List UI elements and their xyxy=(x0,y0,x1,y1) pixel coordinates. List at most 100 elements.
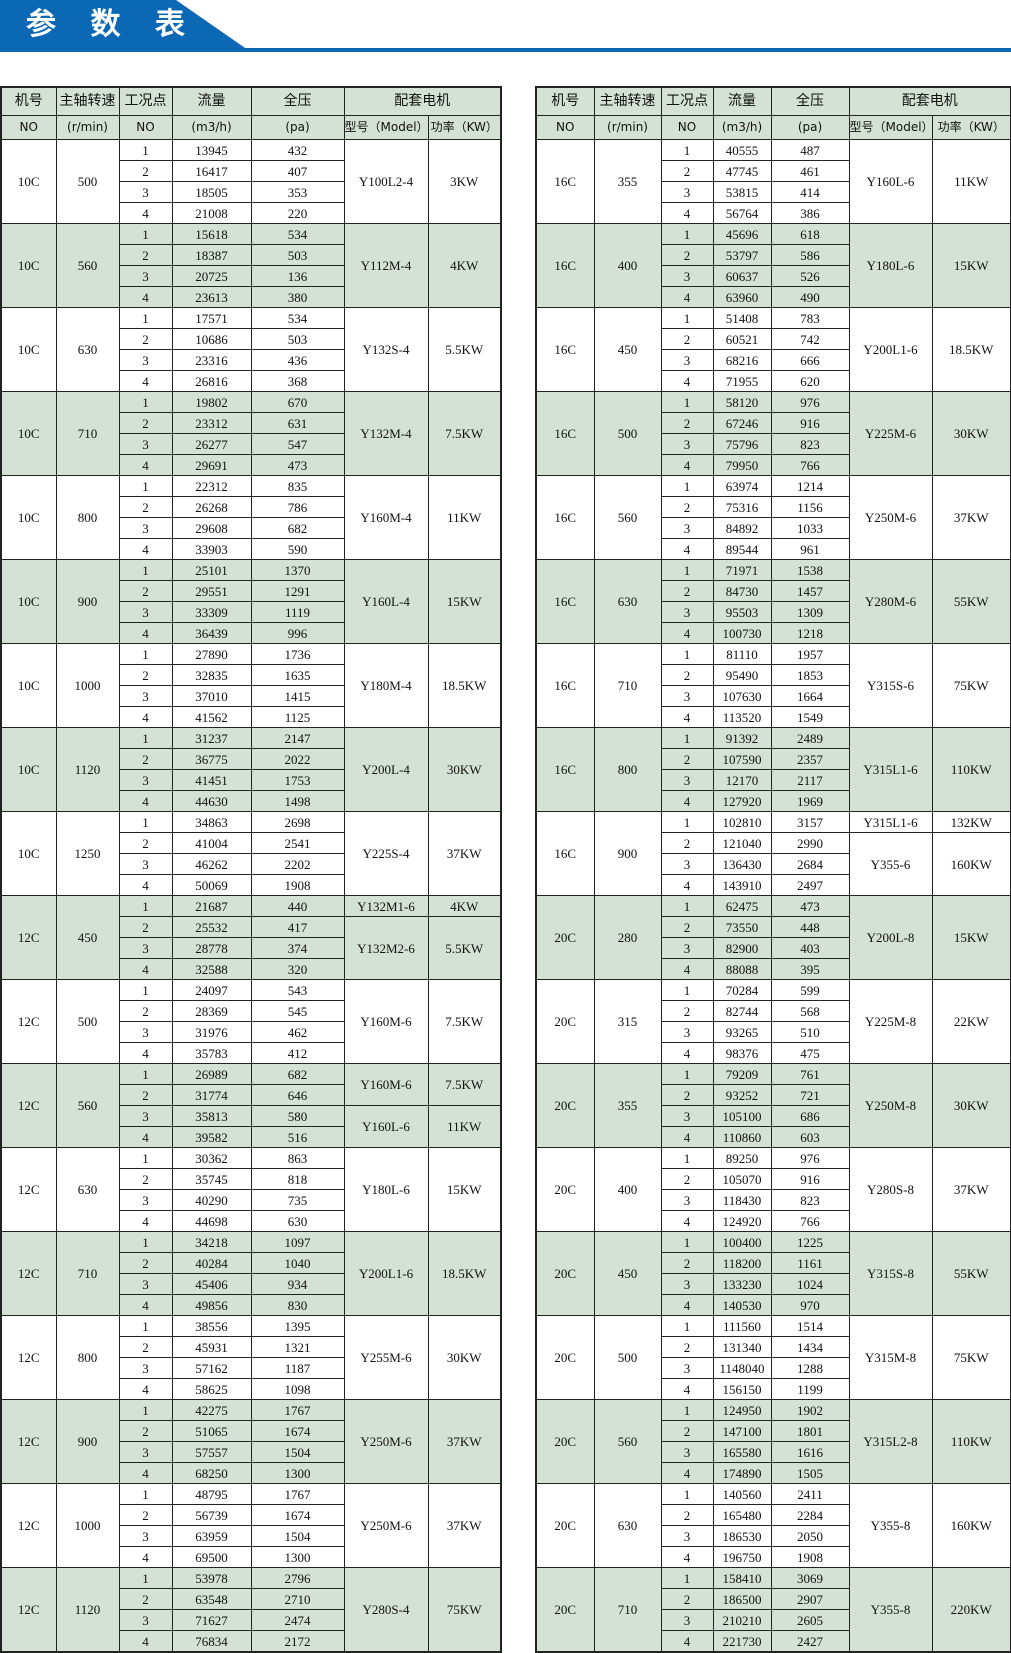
pressure-cell: 545 xyxy=(250,1000,345,1022)
pressure-cell: 1549 xyxy=(770,706,850,728)
flow-cell: 26277 xyxy=(171,433,252,455)
point-no-cell: 1 xyxy=(660,139,714,161)
point-no-cell: 4 xyxy=(660,958,714,980)
flow-cell: 60637 xyxy=(712,265,772,287)
point-no-cell: 1 xyxy=(118,727,173,749)
motor-model-cell: Y225M-8 xyxy=(848,979,933,1064)
motor-model-cell: Y132M-4 xyxy=(343,391,429,476)
point-no-cell: 1 xyxy=(660,895,714,917)
flow-cell: 23613 xyxy=(171,286,252,308)
table-row: 3 12170 2117 xyxy=(536,769,1011,791)
flow-cell: 36439 xyxy=(171,622,252,644)
header-row: NO (r/min) NO (m3/h) (pa) 型号（Model） 功率（KW） xyxy=(0,115,502,140)
flow-cell: 113520 xyxy=(712,706,772,728)
flow-cell: 41562 xyxy=(171,706,252,728)
table-row: 2 105070 916 xyxy=(536,1168,1011,1190)
flow-cell: 33903 xyxy=(171,538,252,560)
table-row: 3 57557 1504 xyxy=(1,1441,501,1463)
point-no-cell: 1 xyxy=(660,475,714,497)
machine-no-cell: 20C xyxy=(535,1063,595,1148)
point-no-cell: 1 xyxy=(118,643,173,665)
pressure-cell: 386 xyxy=(770,202,850,224)
pressure-cell: 1321 xyxy=(250,1336,345,1358)
column-unit: NO xyxy=(118,115,173,140)
flow-cell: 127920 xyxy=(712,790,772,812)
point-no-cell: 1 xyxy=(118,1399,173,1421)
point-no-cell: 3 xyxy=(660,181,714,203)
flow-cell: 35783 xyxy=(171,1042,252,1064)
pressure-cell: 2117 xyxy=(770,769,850,791)
flow-cell: 31237 xyxy=(171,727,252,749)
flow-cell: 75316 xyxy=(712,496,772,518)
flow-cell: 21008 xyxy=(171,202,252,224)
pressure-cell: 432 xyxy=(250,139,345,161)
flow-cell: 118430 xyxy=(712,1189,772,1211)
table-row: 20C 630 1 140560 2411 Y355-8 160KW xyxy=(535,1483,1011,1568)
point-no-cell: 1 xyxy=(660,1147,714,1169)
pressure-cell: 380 xyxy=(250,286,345,308)
table-header: 机号 主轴转速 工况点 流量 全压 配套电机 NO (r/min) NO (m3/h) (pa) 型号… xyxy=(535,86,1011,140)
pressure-cell: 631 xyxy=(250,412,345,434)
table-row: 3 28778 374 xyxy=(1,937,501,959)
point-no-cell: 4 xyxy=(118,370,173,392)
table-row: 2 53797 586 xyxy=(536,244,1011,266)
flow-cell: 16417 xyxy=(171,160,252,182)
speed-cell: 900 xyxy=(55,559,120,644)
point-no-cell: 4 xyxy=(660,706,714,728)
point-no-cell: 3 xyxy=(118,265,173,287)
flow-cell: 23312 xyxy=(171,412,252,434)
table-row: 20C 710 1 158410 3069 Y355-8 220KW xyxy=(535,1567,1011,1653)
point-no-cell: 1 xyxy=(118,1231,173,1253)
pressure-cell: 1097 xyxy=(250,1231,345,1253)
point-no-cell: 4 xyxy=(660,1210,714,1232)
flow-cell: 100400 xyxy=(712,1231,772,1253)
point-no-cell: 2 xyxy=(118,1252,173,1274)
header-row: 机号 主轴转速 工况点 流量 全压 配套电机 xyxy=(0,86,502,116)
pressure-cell: 1767 xyxy=(250,1483,345,1505)
flow-cell: 186530 xyxy=(712,1525,772,1547)
point-no-cell: 3 xyxy=(118,1273,173,1295)
flow-cell: 58120 xyxy=(712,391,772,413)
point-no-cell: 3 xyxy=(118,433,173,455)
motor-model-cell: Y100L2-4 xyxy=(343,139,429,224)
table-row: 4 49856 830 xyxy=(1,1294,501,1316)
point-no-cell: 4 xyxy=(118,874,173,896)
machine-no-cell: 12C xyxy=(0,1567,57,1653)
pressure-cell: 1908 xyxy=(770,1546,850,1568)
column-header: 配套电机 xyxy=(848,86,1011,116)
point-no-cell: 2 xyxy=(660,1084,714,1106)
column-unit: NO xyxy=(0,115,57,140)
flow-cell: 33309 xyxy=(171,601,252,623)
motor-model-cell: Y180L-6 xyxy=(848,223,933,308)
table-row: 20C 280 1 62475 473 Y200L-8 15KW xyxy=(535,895,1011,980)
speed-cell: 400 xyxy=(593,1147,662,1232)
pressure-cell: 1753 xyxy=(250,769,345,791)
column-header: 主轴转速 xyxy=(593,86,662,116)
point-no-cell: 1 xyxy=(660,1483,714,1505)
machine-no-cell: 10C xyxy=(0,139,57,224)
point-no-cell: 2 xyxy=(118,832,173,854)
flow-cell: 82744 xyxy=(712,1000,772,1022)
point-no-cell: 4 xyxy=(118,1126,173,1148)
point-no-cell: 2 xyxy=(118,664,173,686)
flow-cell: 68250 xyxy=(171,1462,252,1484)
flow-cell: 107630 xyxy=(712,685,772,707)
pressure-cell: 1674 xyxy=(250,1504,345,1526)
speed-cell: 355 xyxy=(593,1063,662,1148)
table-row: 3 37010 1415 xyxy=(1,685,501,707)
motor-model-cell: Y280S-8 xyxy=(848,1147,933,1232)
pressure-cell: 1288 xyxy=(770,1357,850,1379)
table-row: 4 88088 395 xyxy=(536,958,1011,980)
flow-cell: 13945 xyxy=(171,139,252,161)
flow-cell: 76834 xyxy=(171,1630,252,1653)
flow-cell: 32835 xyxy=(171,664,252,686)
motor-model-cell: Y355-6 xyxy=(848,832,933,896)
table-row: 2 73550 448 xyxy=(536,916,1011,938)
point-no-cell: 3 xyxy=(660,1273,714,1295)
pressure-cell: 547 xyxy=(250,433,345,455)
table-row: 2 40284 1040 xyxy=(1,1252,501,1274)
motor-model-cell: Y315L1-6 xyxy=(848,727,933,812)
flow-cell: 58625 xyxy=(171,1378,252,1400)
motor-power-cell: 110KW xyxy=(931,727,1011,812)
machine-no-cell: 12C xyxy=(0,1315,57,1400)
